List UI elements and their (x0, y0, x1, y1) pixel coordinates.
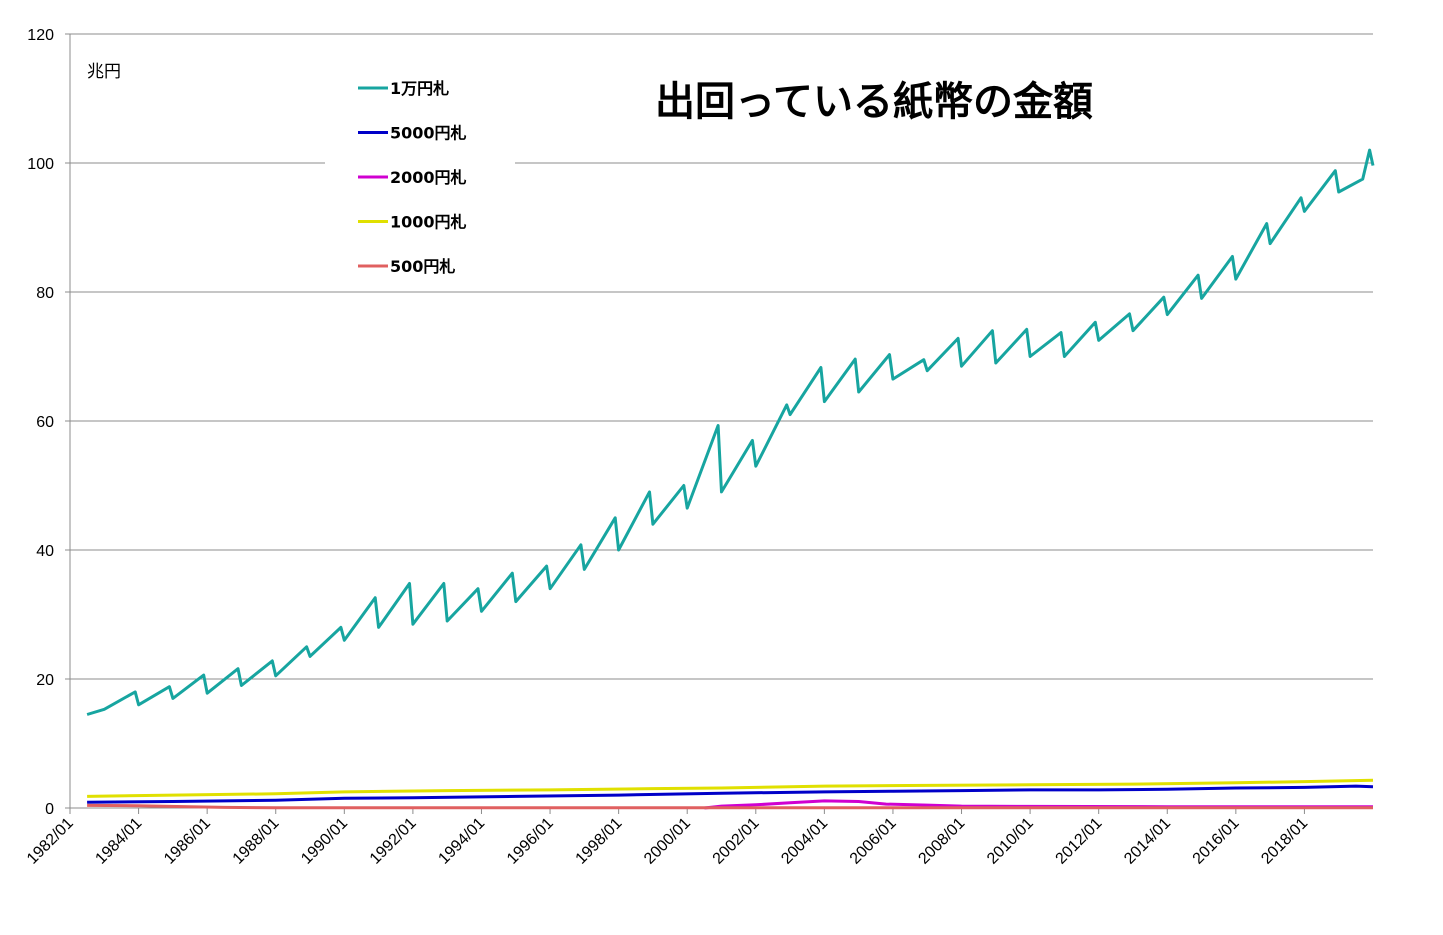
x-tick-label: 2010/01 (984, 815, 1037, 868)
y-tick-label: 40 (36, 543, 54, 560)
gridlines (70, 33, 1373, 680)
x-tick-label: 1984/01 (92, 815, 145, 868)
legend-label-4: 1000円札 (390, 213, 467, 232)
series-line-1 (86, 148, 1375, 716)
legend-label-1: 1万円札 (390, 79, 449, 98)
y-tick-label: 120 (27, 27, 54, 44)
series-lines (86, 148, 1375, 810)
x-tick-label: 2008/01 (915, 815, 968, 868)
legend: 1万円札 5000円札 2000円札 1000円札 500円札 (358, 79, 467, 276)
x-tick-label: 2012/01 (1053, 815, 1106, 868)
x-tick-label: 2006/01 (847, 815, 900, 868)
legend-label-5: 500円札 (390, 257, 455, 276)
y-unit-label: 兆円 (87, 62, 121, 82)
legend-label-2: 5000円札 (390, 124, 467, 143)
y-tick-label: 80 (36, 285, 54, 302)
x-tick-label: 2014/01 (1121, 815, 1174, 868)
legend-background (325, 68, 515, 290)
x-tick-label: 2018/01 (1258, 815, 1311, 868)
chart-title: 出回っている紙幣の金額 (655, 79, 1093, 125)
x-tick-label: 1998/01 (573, 815, 626, 868)
legend-label-3: 2000円札 (390, 168, 467, 187)
x-tick-label: 2004/01 (778, 815, 831, 868)
x-tick-label: 1986/01 (161, 815, 214, 868)
y-tick-label: 100 (27, 156, 54, 173)
series-line-2 (87, 784, 1374, 804)
x-tick-label: 2016/01 (1190, 815, 1243, 868)
x-tick-label: 1994/01 (435, 815, 488, 868)
x-tick-label: 1996/01 (504, 815, 557, 868)
x-tick-label: 2000/01 (641, 815, 694, 868)
x-tick-label: 2002/01 (710, 815, 763, 868)
y-tick-label: 60 (36, 414, 54, 431)
y-tick-label: 20 (36, 672, 54, 689)
x-tick-label: 1988/01 (230, 815, 283, 868)
x-tick-label: 1990/01 (298, 815, 351, 868)
x-tick-label: 1992/01 (367, 815, 420, 868)
y-tick-label: 0 (45, 801, 54, 818)
axes: 0 20 40 60 80 100 120 1982/01 1984/01 1986/01 1988… (24, 27, 1373, 868)
series-line-5 (87, 803, 1373, 810)
x-tick-label: 1982/01 (24, 815, 77, 868)
series-line-4 (87, 778, 1374, 798)
